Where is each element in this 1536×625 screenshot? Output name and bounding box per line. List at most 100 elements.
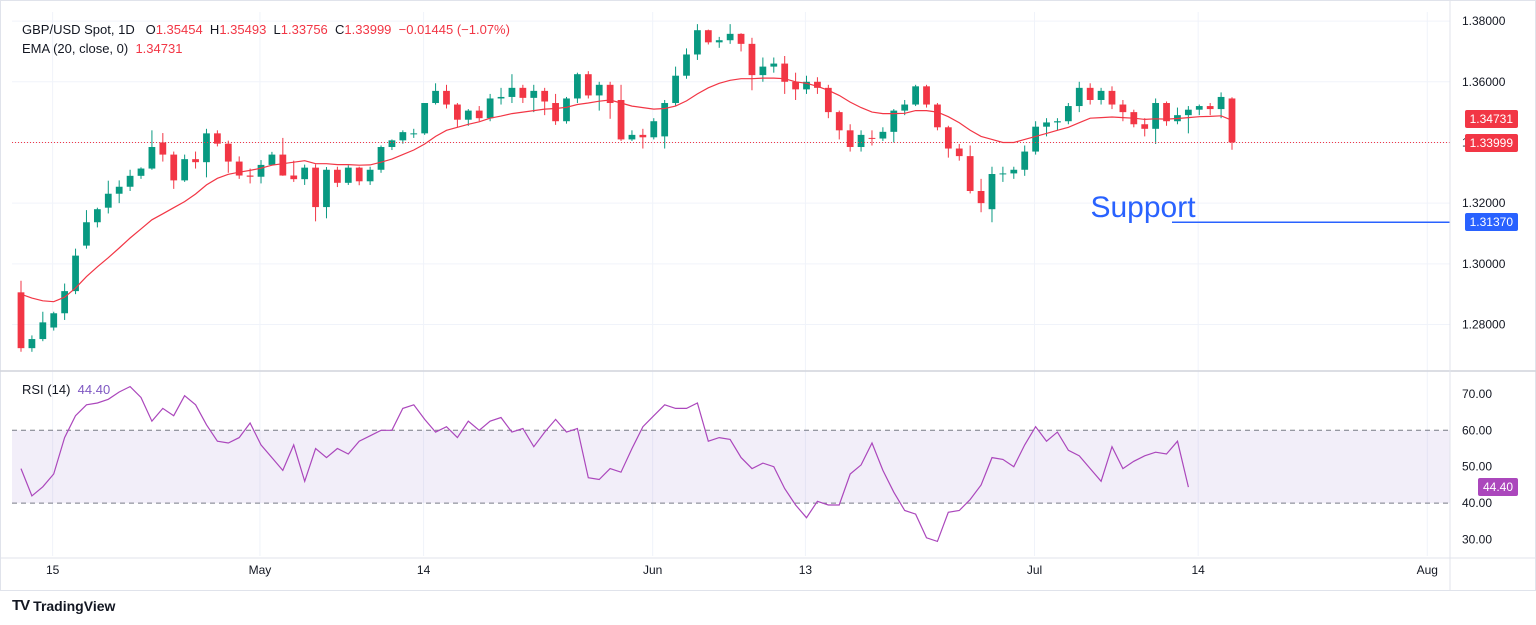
candle bbox=[879, 127, 887, 141]
x-tick-label: 13 bbox=[799, 563, 813, 577]
candle-body bbox=[50, 313, 58, 328]
candle bbox=[83, 210, 90, 249]
candle-body bbox=[781, 63, 789, 82]
candle bbox=[1097, 87, 1105, 105]
candle bbox=[519, 84, 527, 104]
candle-body bbox=[355, 167, 363, 182]
candle-body bbox=[344, 167, 352, 183]
price-tick-label: 1.32000 bbox=[1462, 196, 1506, 210]
candle-body bbox=[1195, 106, 1203, 110]
candle-body bbox=[1217, 96, 1225, 110]
candle-body bbox=[421, 103, 429, 134]
candle bbox=[421, 103, 429, 135]
candle bbox=[1021, 145, 1029, 176]
candle-body bbox=[181, 159, 189, 181]
candle bbox=[246, 168, 254, 184]
candle bbox=[781, 55, 789, 94]
candle bbox=[1054, 118, 1061, 131]
candle bbox=[814, 77, 821, 94]
candle-body bbox=[912, 86, 919, 105]
candle bbox=[104, 180, 112, 214]
candle-body bbox=[1163, 103, 1170, 122]
candle-body bbox=[235, 161, 243, 176]
candle bbox=[399, 130, 407, 144]
candle-body bbox=[715, 40, 723, 43]
candle-body bbox=[93, 209, 101, 223]
candle bbox=[770, 57, 778, 73]
candle-body bbox=[879, 131, 887, 139]
candle bbox=[1206, 103, 1214, 116]
candle bbox=[61, 283, 69, 320]
candle bbox=[464, 109, 472, 126]
tradingview-brand[interactable]: TV TradingView bbox=[12, 597, 115, 614]
candle bbox=[497, 87, 505, 105]
rsi-value: 44.40 bbox=[77, 382, 111, 397]
candle bbox=[181, 154, 189, 182]
x-tick-label: May bbox=[249, 563, 272, 577]
candle bbox=[344, 165, 352, 185]
candle bbox=[235, 156, 243, 179]
rsi-line-layer bbox=[20, 385, 1189, 543]
candle bbox=[323, 167, 330, 219]
open-value: 1.35454 bbox=[155, 22, 203, 37]
low-label: L bbox=[273, 22, 281, 37]
candle bbox=[1163, 101, 1170, 126]
candle-body bbox=[115, 186, 123, 194]
candle-body bbox=[1108, 90, 1116, 105]
support-layer: Support bbox=[1090, 191, 1450, 224]
candle-body bbox=[192, 159, 199, 163]
candle bbox=[1108, 86, 1116, 110]
rsi-label: RSI (14) bbox=[22, 382, 71, 397]
low-value: 1.33756 bbox=[280, 22, 328, 37]
candle bbox=[912, 84, 919, 107]
candle-body bbox=[312, 167, 319, 208]
candle bbox=[1064, 103, 1072, 125]
candle bbox=[955, 143, 963, 161]
candle bbox=[508, 74, 516, 104]
high-value: 1.35493 bbox=[219, 22, 267, 37]
candle bbox=[1174, 107, 1181, 125]
candle bbox=[410, 128, 418, 138]
candle-body bbox=[944, 127, 952, 149]
candle-body bbox=[257, 164, 265, 177]
candle-body bbox=[377, 147, 385, 170]
candle bbox=[290, 160, 298, 182]
candle-body bbox=[1032, 126, 1040, 152]
candle-body bbox=[726, 33, 734, 41]
candle-body bbox=[508, 87, 516, 97]
candle-body bbox=[846, 130, 854, 148]
candle-body bbox=[694, 30, 701, 55]
candle-body bbox=[934, 104, 941, 128]
candle-body bbox=[977, 191, 985, 204]
candle-body bbox=[1097, 90, 1105, 100]
candle bbox=[268, 151, 276, 166]
candle bbox=[628, 130, 636, 141]
candle-body bbox=[890, 110, 898, 132]
candle-body bbox=[1228, 98, 1236, 143]
x-tick-label: 14 bbox=[417, 563, 431, 577]
candle-body bbox=[617, 99, 625, 140]
candle bbox=[868, 130, 876, 146]
candle bbox=[552, 93, 559, 125]
rsi-line bbox=[20, 385, 1189, 543]
tradingview-logo-icon: TV bbox=[12, 597, 30, 614]
candle bbox=[944, 125, 952, 158]
candle bbox=[650, 118, 658, 140]
rsi-band bbox=[12, 429, 1450, 504]
candle bbox=[977, 178, 985, 213]
candle-body bbox=[955, 148, 963, 157]
candle bbox=[901, 99, 909, 116]
ema-line bbox=[20, 77, 1233, 303]
support-price-tag: 1.31370 bbox=[1464, 213, 1518, 232]
x-tick-label: 14 bbox=[1191, 563, 1205, 577]
candle-body bbox=[988, 174, 996, 210]
candle-body bbox=[1119, 104, 1127, 113]
candle-body bbox=[770, 63, 778, 67]
x-tick-label: Jul bbox=[1027, 563, 1042, 577]
candle-body bbox=[1064, 106, 1072, 122]
candle bbox=[1075, 81, 1083, 113]
candle-body bbox=[126, 175, 134, 187]
close-label: C bbox=[335, 22, 345, 37]
candle-body bbox=[748, 43, 756, 76]
ema-line-layer bbox=[12, 77, 1450, 303]
